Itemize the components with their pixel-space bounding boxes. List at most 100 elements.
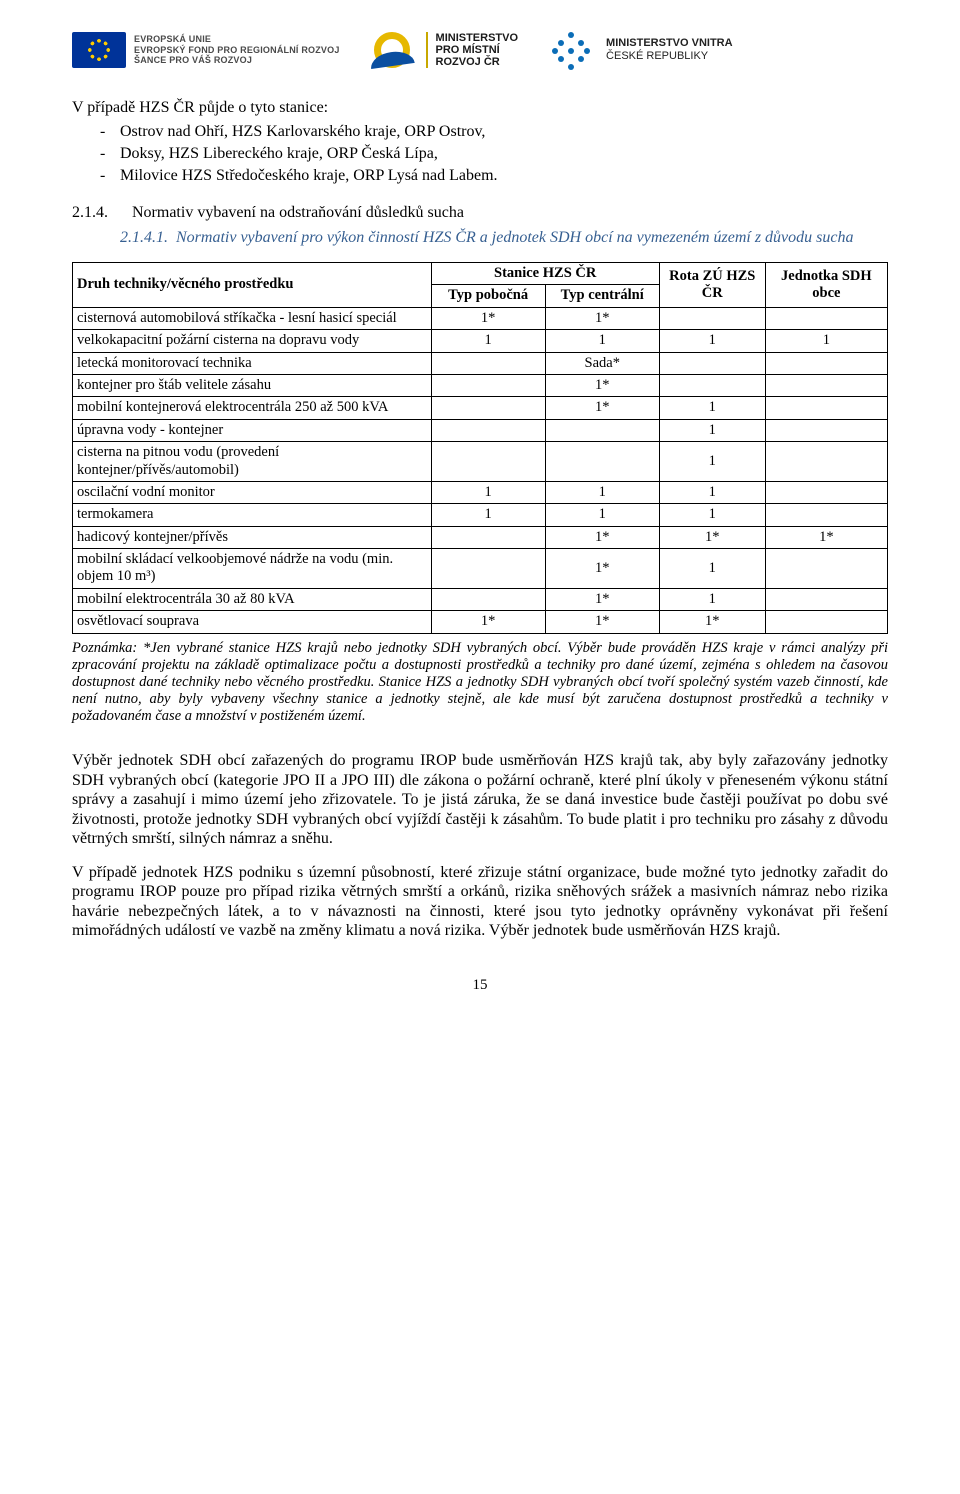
- row-cell: 1: [545, 330, 659, 352]
- table-row: úpravna vody - kontejner 1: [73, 419, 888, 441]
- eu-flag-icon: [72, 32, 126, 68]
- intro-block: V případě HZS ČR půjde o tyto stanice: O…: [72, 98, 888, 186]
- row-cell: [431, 419, 545, 441]
- table-note: Poznámka: *Jen vybrané stanice HZS krajů…: [72, 640, 888, 726]
- row-cell: [765, 588, 887, 610]
- row-cell: Sada*: [545, 352, 659, 374]
- row-cell: 1: [659, 442, 765, 482]
- row-cell: [431, 526, 545, 548]
- row-cell: [545, 419, 659, 441]
- row-cell: [765, 549, 887, 589]
- th-centralni: Typ centrální: [545, 285, 659, 307]
- eu-logo-block: EVROPSKÁ UNIE EVROPSKÝ FOND PRO REGIONÁL…: [72, 32, 340, 68]
- row-label: mobilní elektrocentrála 30 až 80 kVA: [73, 588, 432, 610]
- row-label: osvětlovací souprava: [73, 611, 432, 633]
- mmr-logo-block: MINISTERSTVO PRO MÍSTNÍ ROZVOJ ČR: [368, 30, 519, 70]
- row-label: mobilní kontejnerová elektrocentrála 250…: [73, 397, 432, 419]
- table-row: oscilační vodní monitor111: [73, 481, 888, 503]
- row-cell: [431, 549, 545, 589]
- page-number: 15: [72, 977, 888, 994]
- eu-line3: ŠANCE PRO VÁŠ ROZVOJ: [134, 55, 340, 65]
- row-cell: 1: [431, 481, 545, 503]
- row-cell: 1: [545, 504, 659, 526]
- th-rota: Rota ZÚ HZS ČR: [659, 263, 765, 308]
- mvcr-dots-icon: [546, 30, 598, 70]
- row-cell: [765, 442, 887, 482]
- row-label: hadicový kontejner/přívěs: [73, 526, 432, 548]
- mvcr-text: MINISTERSTVO VNITRA ČESKÉ REPUBLIKY: [606, 37, 733, 62]
- row-cell: 1: [659, 330, 765, 352]
- row-label: letecká monitorovací technika: [73, 352, 432, 374]
- row-cell: 1*: [765, 526, 887, 548]
- table-row: mobilní kontejnerová elektrocentrála 250…: [73, 397, 888, 419]
- row-label: kontejner pro štáb velitele zásahu: [73, 374, 432, 396]
- table-row: osvětlovací souprava1*1*1*: [73, 611, 888, 633]
- mmr-icon: [368, 30, 418, 70]
- table-row: cisternová automobilová stříkačka - lesn…: [73, 307, 888, 329]
- row-cell: 1*: [545, 611, 659, 633]
- table-row: hadicový kontejner/přívěs1*1*1*: [73, 526, 888, 548]
- eu-line2: EVROPSKÝ FOND PRO REGIONÁLNÍ ROZVOJ: [134, 45, 340, 55]
- row-cell: 1*: [545, 549, 659, 589]
- row-label: mobilní skládací velkoobjemové nádrže na…: [73, 549, 432, 589]
- section-214-num: 2.1.4.: [72, 204, 128, 222]
- row-cell: [659, 307, 765, 329]
- row-cell: [431, 442, 545, 482]
- section-2141-heading: 2.1.4.1.Normativ vybavení pro výkon činn…: [120, 228, 888, 248]
- row-label: cisternová automobilová stříkačka - lesn…: [73, 307, 432, 329]
- th-sdh: Jednotka SDH obce: [765, 263, 887, 308]
- row-cell: 1: [431, 330, 545, 352]
- table-row: letecká monitorovací technika Sada*: [73, 352, 888, 374]
- table-row: velkokapacitní požární cisterna na dopra…: [73, 330, 888, 352]
- row-label: termokamera: [73, 504, 432, 526]
- intro-line: V případě HZS ČR půjde o tyto stanice:: [72, 98, 888, 118]
- equipment-table: Druh techniky/věcného prostředku Stanice…: [72, 262, 888, 634]
- row-cell: 1*: [545, 526, 659, 548]
- row-cell: 1: [659, 549, 765, 589]
- row-cell: [765, 352, 887, 374]
- th-pobocna: Typ pobočná: [431, 285, 545, 307]
- row-cell: [545, 442, 659, 482]
- table-row: mobilní elektrocentrála 30 až 80 kVA 1*1: [73, 588, 888, 610]
- row-label: oscilační vodní monitor: [73, 481, 432, 503]
- row-cell: 1: [659, 504, 765, 526]
- header-logos: EVROPSKÁ UNIE EVROPSKÝ FOND PRO REGIONÁL…: [72, 30, 888, 70]
- row-label: velkokapacitní požární cisterna na dopra…: [73, 330, 432, 352]
- eu-line1: EVROPSKÁ UNIE: [134, 34, 340, 44]
- row-cell: [765, 419, 887, 441]
- row-cell: 1*: [431, 611, 545, 633]
- table-row: termokamera111: [73, 504, 888, 526]
- row-cell: 1*: [659, 526, 765, 548]
- mvcr-logo-block: MINISTERSTVO VNITRA ČESKÉ REPUBLIKY: [546, 30, 733, 70]
- row-cell: 1: [659, 397, 765, 419]
- mvcr-line2: ČESKÉ REPUBLIKY: [606, 50, 733, 63]
- row-cell: [765, 307, 887, 329]
- row-cell: [659, 352, 765, 374]
- row-cell: [765, 504, 887, 526]
- row-cell: 1: [659, 419, 765, 441]
- row-cell: 1: [765, 330, 887, 352]
- row-label: cisterna na pitnou vodu (provedení konte…: [73, 442, 432, 482]
- row-cell: 1: [659, 588, 765, 610]
- list-item: Doksy, HZS Libereckého kraje, ORP Česká …: [72, 144, 888, 164]
- eu-text: EVROPSKÁ UNIE EVROPSKÝ FOND PRO REGIONÁL…: [134, 34, 340, 65]
- row-label: úpravna vody - kontejner: [73, 419, 432, 441]
- row-cell: 1: [659, 481, 765, 503]
- table-row: cisterna na pitnou vodu (provedení konte…: [73, 442, 888, 482]
- row-cell: 1*: [545, 588, 659, 610]
- row-cell: [765, 481, 887, 503]
- list-item: Ostrov nad Ohří, HZS Karlovarského kraje…: [72, 122, 888, 142]
- intro-list: Ostrov nad Ohří, HZS Karlovarského kraje…: [72, 122, 888, 186]
- row-cell: 1*: [545, 307, 659, 329]
- row-cell: 1*: [659, 611, 765, 633]
- row-cell: [431, 352, 545, 374]
- row-cell: 1*: [545, 397, 659, 419]
- mmr-text: MINISTERSTVO PRO MÍSTNÍ ROZVOJ ČR: [426, 32, 519, 68]
- row-cell: [659, 374, 765, 396]
- equipment-tbody: cisternová automobilová stříkačka - lesn…: [73, 307, 888, 633]
- th-group-stanice: Stanice HZS ČR: [431, 263, 659, 285]
- row-cell: [431, 374, 545, 396]
- row-cell: 1: [431, 504, 545, 526]
- row-cell: 1*: [545, 374, 659, 396]
- section-214-heading: 2.1.4. Normativ vybavení na odstraňování…: [72, 204, 888, 222]
